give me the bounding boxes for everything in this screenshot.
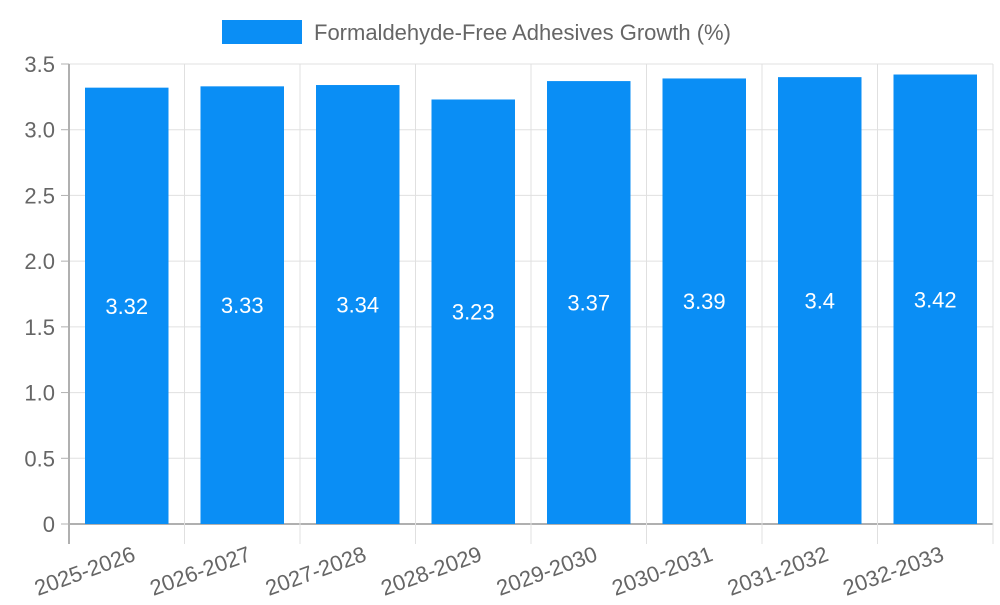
data-label: 3.37 bbox=[567, 291, 610, 316]
data-label: 3.42 bbox=[914, 287, 957, 312]
legend-swatch bbox=[222, 20, 302, 44]
x-tick-label: 2027-2028 bbox=[262, 541, 369, 600]
bar bbox=[431, 99, 515, 524]
x-tick-label: 2028-2029 bbox=[378, 541, 485, 600]
x-tick-label: 2031-2032 bbox=[724, 541, 831, 600]
y-tick-label: 2.0 bbox=[24, 249, 55, 274]
x-tick-label: 2026-2027 bbox=[147, 541, 254, 600]
y-tick-label: 1.5 bbox=[24, 315, 55, 340]
y-tick-label: 3.5 bbox=[24, 52, 55, 77]
x-tick-label: 2029-2030 bbox=[493, 541, 600, 600]
y-tick-label: 0.5 bbox=[24, 446, 55, 471]
x-tick-label: 2030-2031 bbox=[609, 541, 716, 600]
bar bbox=[547, 81, 631, 524]
data-label: 3.32 bbox=[105, 294, 148, 319]
y-tick-label: 2.5 bbox=[24, 183, 55, 208]
data-label: 3.39 bbox=[683, 289, 726, 314]
x-tick-label: 2032-2033 bbox=[840, 541, 947, 600]
data-label: 3.4 bbox=[804, 289, 835, 314]
legend[interactable]: Formaldehyde-Free Adhesives Growth (%) bbox=[222, 20, 731, 45]
data-label: 3.33 bbox=[221, 293, 264, 318]
bar bbox=[85, 87, 169, 525]
bar bbox=[316, 85, 400, 525]
bar bbox=[662, 78, 746, 524]
data-label: 3.34 bbox=[336, 293, 379, 318]
y-tick-label: 3.0 bbox=[24, 118, 55, 143]
bar bbox=[778, 77, 862, 525]
legend-label: Formaldehyde-Free Adhesives Growth (%) bbox=[314, 20, 731, 45]
bar bbox=[893, 74, 977, 524]
bar bbox=[200, 86, 284, 524]
y-tick-label: 0 bbox=[43, 512, 55, 537]
y-tick-label: 1.0 bbox=[24, 381, 55, 406]
data-label: 3.23 bbox=[452, 300, 495, 325]
x-tick-label: 2025-2026 bbox=[31, 541, 138, 600]
